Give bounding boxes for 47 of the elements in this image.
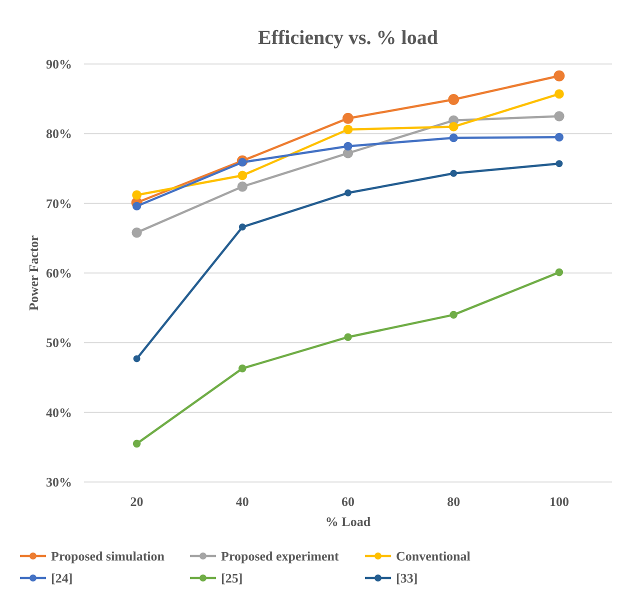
point	[448, 122, 458, 132]
point	[238, 364, 246, 372]
point	[238, 158, 247, 167]
point	[132, 190, 142, 200]
point	[450, 310, 458, 319]
y-axis-title: Power Factor	[26, 235, 41, 311]
legend-label: Proposed simulation	[51, 548, 166, 564]
x-tick-label: 80	[447, 494, 460, 509]
legend-label: [33]	[396, 570, 418, 586]
point	[237, 182, 248, 192]
legend-label: [24]	[51, 570, 73, 586]
point	[449, 134, 458, 142]
point	[342, 112, 354, 124]
y-tick-label: 70%	[46, 196, 72, 211]
point	[238, 170, 248, 180]
legend-label: Proposed experiment	[221, 548, 340, 564]
point	[555, 268, 564, 276]
point	[554, 111, 564, 122]
y-tick-label: 40%	[46, 404, 72, 420]
point	[132, 202, 142, 210]
chart-title: Efficiency vs. % load	[258, 27, 438, 49]
point	[448, 94, 460, 106]
legend-label: Conventional	[396, 548, 471, 564]
point	[554, 132, 564, 142]
y-tick-label: 60%	[46, 266, 72, 281]
point	[344, 189, 352, 196]
point	[556, 160, 563, 168]
point	[554, 70, 565, 82]
point	[132, 227, 142, 238]
y-tick-label: 80%	[46, 126, 72, 142]
point	[238, 224, 246, 231]
x-tick-label: 20	[130, 494, 144, 509]
point	[133, 355, 140, 362]
x-axis-title: % Load	[325, 514, 372, 529]
point	[450, 170, 458, 177]
x-tick-label: 60	[342, 494, 354, 509]
y-tick-label: 30%	[46, 474, 72, 490]
legend-label: [25]	[221, 570, 243, 586]
point	[344, 142, 352, 151]
y-tick-label: 50%	[46, 335, 72, 350]
point	[344, 333, 352, 341]
x-tick-label: 100	[549, 494, 569, 509]
point	[343, 124, 353, 134]
x-tick-label: 40	[236, 494, 249, 509]
point	[554, 89, 564, 99]
y-tick-label: 90%	[46, 56, 72, 72]
point	[132, 440, 141, 448]
